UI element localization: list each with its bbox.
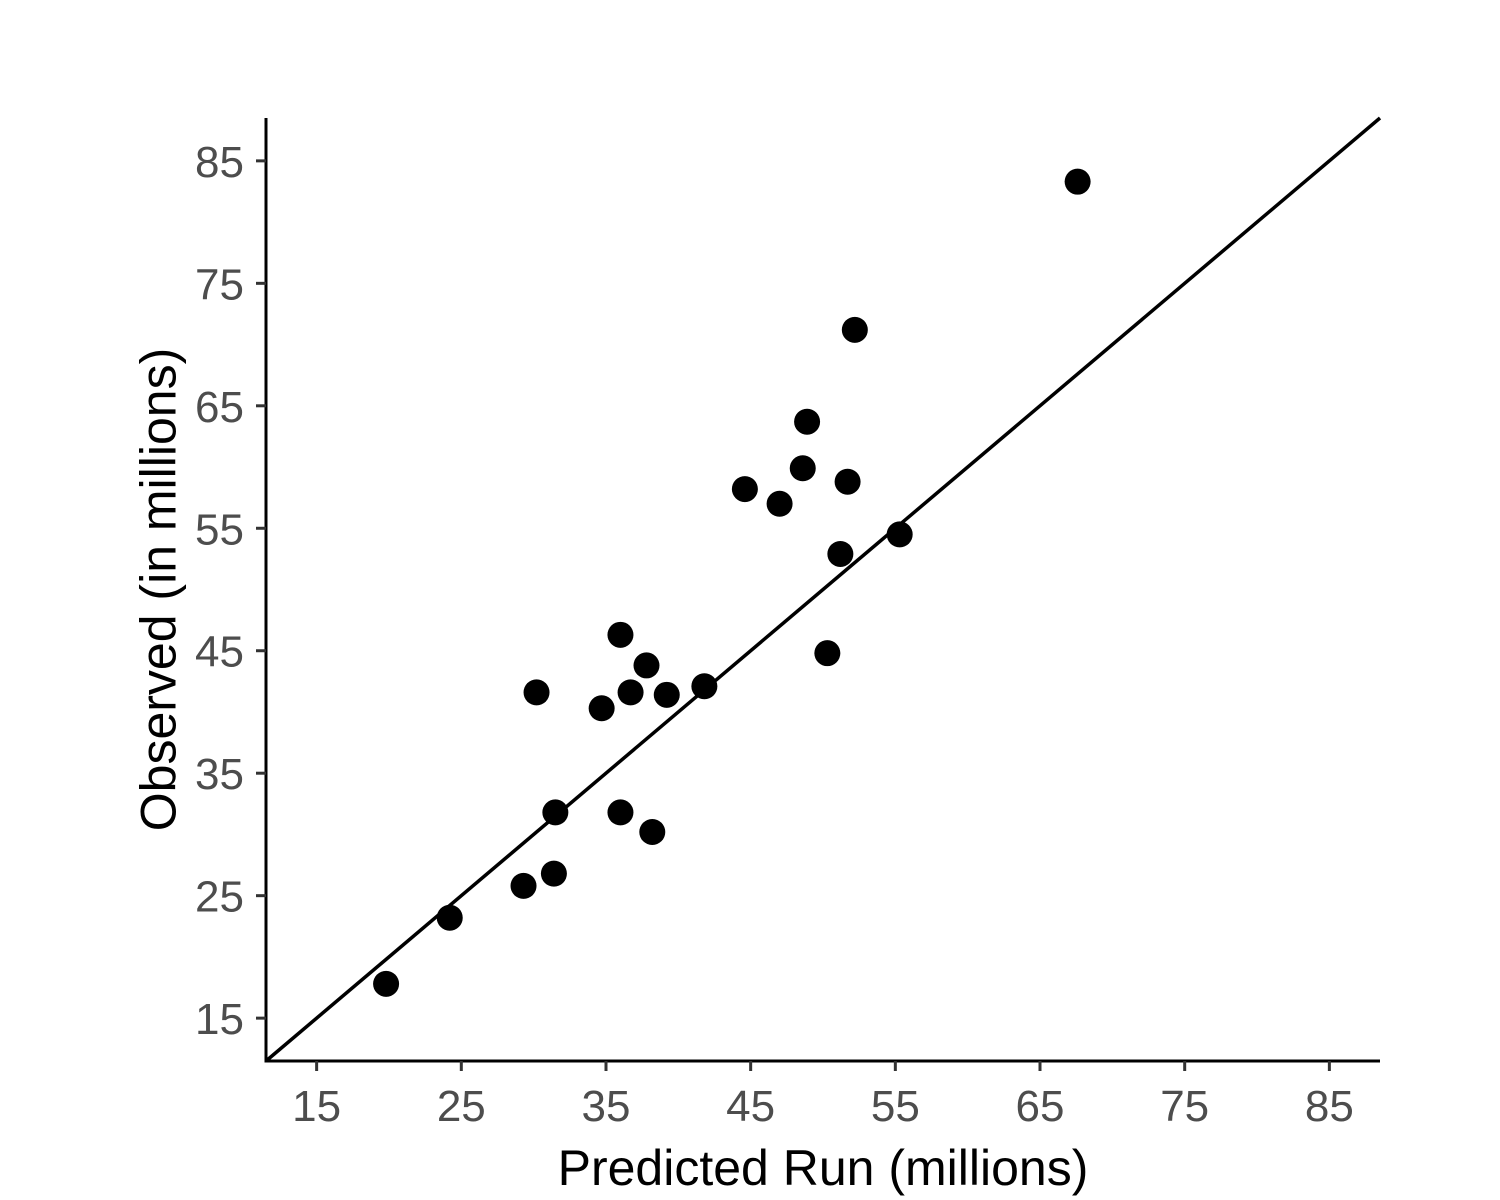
data-point bbox=[691, 673, 718, 700]
data-point bbox=[588, 695, 615, 722]
data-point bbox=[617, 679, 644, 706]
data-point bbox=[653, 681, 680, 708]
x-tick-label: 15 bbox=[292, 1082, 341, 1131]
y-tick-label: 25 bbox=[195, 873, 244, 922]
data-point bbox=[886, 521, 913, 548]
x-axis-ticks: 15 25 35 45 55 65 75 85 bbox=[292, 1061, 1354, 1131]
y-axis-ticks: 15 25 35 45 55 65 75 85 bbox=[195, 138, 266, 1044]
x-tick-label: 35 bbox=[582, 1082, 631, 1131]
data-point bbox=[766, 490, 793, 517]
x-tick-label: 85 bbox=[1305, 1082, 1354, 1131]
y-tick-label: 65 bbox=[195, 383, 244, 432]
data-point bbox=[731, 476, 758, 503]
data-point bbox=[834, 468, 861, 495]
x-tick-label: 55 bbox=[871, 1082, 920, 1131]
data-point bbox=[639, 818, 666, 845]
y-tick-label: 45 bbox=[195, 628, 244, 677]
y-tick-label: 75 bbox=[195, 260, 244, 309]
data-point bbox=[794, 408, 821, 435]
data-point bbox=[1064, 168, 1091, 195]
data-point bbox=[523, 679, 550, 706]
data-point bbox=[633, 652, 660, 679]
data-point bbox=[827, 540, 854, 567]
data-point bbox=[540, 860, 567, 887]
x-tick-label: 45 bbox=[726, 1082, 775, 1131]
y-tick-label: 35 bbox=[195, 750, 244, 799]
data-point bbox=[814, 640, 841, 667]
data-point bbox=[607, 621, 634, 648]
data-point bbox=[789, 455, 816, 482]
y-tick-label: 15 bbox=[195, 995, 244, 1044]
x-tick-label: 65 bbox=[1016, 1082, 1065, 1131]
data-point bbox=[542, 799, 569, 826]
identity-reference-line bbox=[264, 116, 1382, 1063]
data-point bbox=[607, 799, 634, 826]
x-axis-title: Predicted Run (millions) bbox=[558, 1140, 1089, 1196]
plot-area bbox=[264, 116, 1382, 1063]
data-point bbox=[510, 872, 537, 899]
y-tick-label: 85 bbox=[195, 138, 244, 187]
x-tick-label: 75 bbox=[1160, 1082, 1209, 1131]
x-tick-label: 25 bbox=[437, 1082, 486, 1131]
data-point bbox=[373, 970, 400, 997]
y-tick-label: 55 bbox=[195, 505, 244, 554]
data-point bbox=[841, 316, 868, 343]
data-point bbox=[436, 904, 463, 931]
y-axis-title: Observed (in millions) bbox=[131, 348, 187, 831]
data-points bbox=[373, 168, 1091, 997]
